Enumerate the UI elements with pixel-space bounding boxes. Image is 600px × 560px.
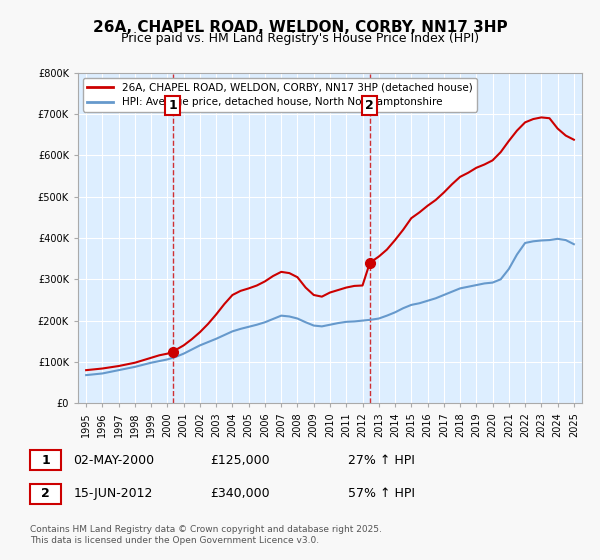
Text: 27% ↑ HPI: 27% ↑ HPI <box>348 454 415 467</box>
Text: 1: 1 <box>41 454 50 467</box>
Text: Price paid vs. HM Land Registry's House Price Index (HPI): Price paid vs. HM Land Registry's House … <box>121 32 479 45</box>
Text: 57% ↑ HPI: 57% ↑ HPI <box>348 487 415 501</box>
Text: £125,000: £125,000 <box>210 454 269 467</box>
Text: 26A, CHAPEL ROAD, WELDON, CORBY, NN17 3HP: 26A, CHAPEL ROAD, WELDON, CORBY, NN17 3H… <box>92 20 508 35</box>
Text: 02-MAY-2000: 02-MAY-2000 <box>73 454 154 467</box>
Text: 2: 2 <box>365 99 374 113</box>
Text: 1: 1 <box>169 99 177 113</box>
Text: 2: 2 <box>41 487 50 501</box>
Text: 15-JUN-2012: 15-JUN-2012 <box>73 487 152 501</box>
Text: £340,000: £340,000 <box>210 487 269 501</box>
Text: Contains HM Land Registry data © Crown copyright and database right 2025.
This d: Contains HM Land Registry data © Crown c… <box>30 525 382 545</box>
Legend: 26A, CHAPEL ROAD, WELDON, CORBY, NN17 3HP (detached house), HPI: Average price, : 26A, CHAPEL ROAD, WELDON, CORBY, NN17 3H… <box>83 78 476 111</box>
